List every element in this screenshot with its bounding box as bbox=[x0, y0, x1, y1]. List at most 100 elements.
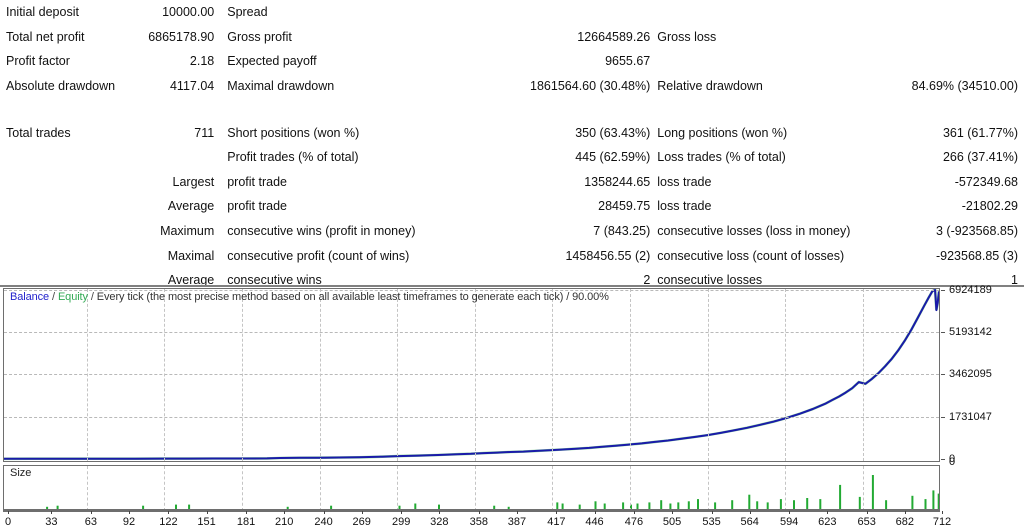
y-axis-tick-mark bbox=[941, 332, 945, 334]
stat-cell-group: Initial deposit 10000.00 bbox=[0, 0, 220, 25]
x-axis-tick-mark bbox=[672, 511, 674, 514]
stat-label-3 bbox=[650, 0, 871, 25]
gridline-vertical bbox=[242, 289, 244, 461]
gridline-horizontal bbox=[4, 290, 939, 291]
y-axis-tick-label: 6924189 bbox=[949, 284, 992, 296]
stat-value: 2.18 bbox=[189, 54, 215, 69]
stat-value-2: 350 (63.43%) bbox=[575, 125, 651, 140]
legend-separator-1: / bbox=[49, 291, 58, 303]
x-axis-tick-label: 92 bbox=[122, 516, 136, 528]
size-bars-svg bbox=[46, 475, 939, 509]
stat-label-3: consecutive loss (count of losses) bbox=[657, 248, 845, 263]
stat-cell-group bbox=[0, 145, 220, 170]
size-bar bbox=[819, 499, 822, 509]
x-axis-tick-label: 240 bbox=[314, 516, 333, 528]
size-bar bbox=[937, 493, 939, 509]
stat-label-2: Maximal drawdown bbox=[227, 79, 335, 94]
stat-label: Average bbox=[167, 199, 215, 214]
table-row: Profit trades (% of total) 445 (62.59%) … bbox=[0, 145, 1024, 170]
legend-separator-2: / bbox=[87, 291, 97, 303]
stat-cell-group: Absolute drawdown 4117.04 bbox=[0, 74, 220, 99]
balance-equity-panel[interactable]: Balance / Equity / Every tick (the most … bbox=[3, 288, 940, 462]
y-axis-tick-label: 1731047 bbox=[949, 410, 992, 423]
stat-value-3: 3 (-923568.85) bbox=[935, 224, 1018, 239]
stat-label-3: Long positions (won %) bbox=[657, 125, 788, 140]
stat-value-2: 1458456.55 (2) bbox=[565, 248, 651, 263]
stat-value-3 bbox=[872, 25, 1024, 50]
y-axis: 0 1731047 3462095 5193142 6924189 bbox=[941, 284, 1024, 465]
x-axis-tick-label: 712 bbox=[932, 516, 952, 528]
stat-value-3: 84.69% (34510.00) bbox=[911, 79, 1018, 94]
stat-label: Initial deposit bbox=[6, 5, 79, 20]
gridline-vertical bbox=[552, 466, 554, 511]
gridline-horizontal bbox=[4, 374, 939, 376]
stat-value-2: 1358244.65 bbox=[584, 174, 651, 189]
stat-label-2: Expected payoff bbox=[227, 54, 317, 69]
chart-area: Balance / Equity / Every tick (the most … bbox=[0, 284, 1024, 531]
x-axis-tick-mark bbox=[90, 511, 92, 514]
x-axis-tick-label: 328 bbox=[430, 516, 449, 528]
y-axis-tick-label: 0 bbox=[949, 453, 956, 465]
table-row: Largest profit trade 1358244.65 loss tra… bbox=[0, 170, 1024, 195]
table-spacer-row bbox=[0, 98, 1024, 120]
x-axis-tick-mark bbox=[866, 511, 868, 514]
stat-label-3: Loss trades (% of total) bbox=[657, 150, 786, 165]
x-axis-tick-label: 151 bbox=[197, 516, 216, 528]
size-panel[interactable]: Size bbox=[3, 465, 940, 512]
stat-value: 711 bbox=[194, 125, 215, 140]
x-axis-tick-label: 181 bbox=[236, 516, 256, 528]
gridline-vertical bbox=[319, 466, 321, 511]
gridline-vertical bbox=[397, 466, 399, 511]
x-axis-tick-label: 122 bbox=[159, 516, 178, 528]
table-row: Total net profit 6865178.90 Gross profit… bbox=[0, 25, 1024, 50]
size-bar bbox=[507, 506, 510, 509]
stat-value: 6865178.90 bbox=[148, 29, 215, 44]
statistics-body: Initial deposit 10000.00 Spread Total ne… bbox=[0, 0, 1024, 288]
chart-top-divider bbox=[0, 285, 1024, 287]
x-axis-tick-label: 564 bbox=[740, 516, 759, 528]
stat-value-3 bbox=[872, 49, 1024, 74]
gridline-vertical bbox=[397, 289, 399, 461]
gridline-vertical bbox=[474, 466, 476, 511]
legend-equity[interactable]: Equity bbox=[57, 291, 88, 303]
x-axis-tick-mark bbox=[942, 511, 943, 514]
x-axis-tick-label: 594 bbox=[779, 516, 799, 528]
stat-value-3: 361 (61.77%) bbox=[942, 125, 1018, 140]
size-bar bbox=[330, 505, 333, 509]
stat-label-3: consecutive losses bbox=[657, 273, 763, 288]
gridline-vertical bbox=[474, 289, 476, 461]
table-row: Maximal consecutive profit (count of win… bbox=[0, 243, 1024, 268]
size-bar bbox=[175, 504, 177, 509]
stat-value-3 bbox=[872, 0, 1024, 25]
table-row: Profit factor 2.18 Expected payoff 9655.… bbox=[0, 49, 1024, 74]
stat-cell-group: Maximum bbox=[0, 219, 220, 244]
size-bar bbox=[603, 503, 606, 509]
x-axis-tick-mark bbox=[439, 511, 441, 514]
x-axis-tick-label: 682 bbox=[895, 516, 915, 528]
size-bar bbox=[677, 502, 680, 509]
x-axis-tick-mark bbox=[8, 511, 9, 514]
x-axis-tick-mark bbox=[206, 511, 208, 514]
size-bar bbox=[756, 501, 759, 509]
stat-label: Average bbox=[167, 273, 215, 288]
stat-label-2: Gross profit bbox=[227, 29, 292, 44]
stat-label-3: Relative drawdown bbox=[657, 79, 763, 94]
x-axis-tick-label: 210 bbox=[274, 516, 294, 528]
gridline-vertical bbox=[862, 289, 864, 461]
size-bar bbox=[885, 500, 888, 509]
size-bar bbox=[924, 499, 927, 509]
stat-value-2: 2 bbox=[643, 273, 651, 288]
x-axis-tick-mark bbox=[284, 511, 286, 514]
x-axis-tick-label: 0 bbox=[4, 516, 12, 528]
size-bar bbox=[561, 503, 564, 509]
x-axis-tick-mark bbox=[128, 511, 130, 514]
size-bar bbox=[142, 505, 145, 509]
stat-value-3: 1 bbox=[1011, 273, 1018, 288]
legend-balance[interactable]: Balance bbox=[10, 291, 50, 303]
x-axis-tick-label: 505 bbox=[662, 516, 682, 528]
size-bar bbox=[556, 502, 559, 509]
x-axis-tick-mark bbox=[789, 511, 791, 514]
stat-label: Absolute drawdown bbox=[6, 79, 116, 94]
stat-label-3: loss trade bbox=[657, 174, 712, 189]
stat-cell-group: Profit factor 2.18 bbox=[0, 49, 220, 74]
